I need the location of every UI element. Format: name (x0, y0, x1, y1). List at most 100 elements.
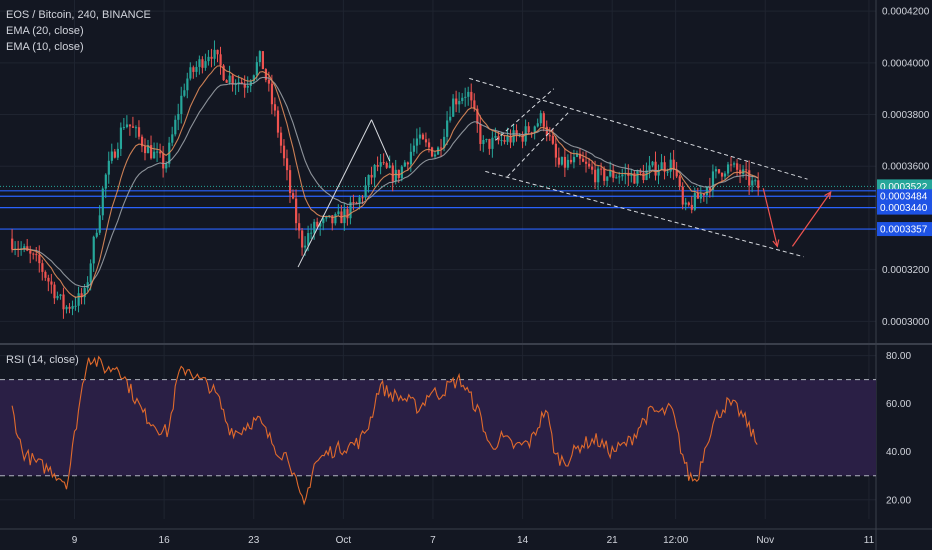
candle-body (270, 83, 274, 105)
time-tick-label: 12:00 (663, 535, 688, 546)
time-tick-label: Oct (336, 535, 352, 546)
candle-body (636, 170, 639, 184)
rsi-tick-label: 20.00 (886, 495, 911, 506)
candle-body (494, 136, 497, 138)
candle-body (101, 188, 104, 216)
candle-body (189, 67, 192, 79)
candle-body (337, 211, 340, 215)
candle-body (355, 202, 358, 204)
time-tick-label: 16 (159, 535, 171, 546)
candle-body (509, 135, 512, 143)
candle-body (50, 281, 53, 285)
candle-body (591, 166, 594, 170)
candle-body (255, 62, 258, 76)
candle-body (609, 170, 612, 177)
candle-body (690, 204, 693, 210)
candle-body (128, 124, 132, 127)
candle-body (440, 147, 443, 149)
candle-body (264, 69, 268, 80)
candle-body (62, 294, 65, 310)
candle-body (639, 170, 642, 173)
candle-body (11, 238, 14, 250)
candle-body (98, 215, 101, 233)
candle-body (455, 98, 458, 105)
candle-body (566, 159, 570, 168)
candle-body (575, 153, 579, 157)
candle-body (388, 165, 391, 168)
candle-body (485, 139, 488, 141)
tag-background (877, 189, 932, 204)
rsi-tick-label: 40.00 (886, 447, 911, 458)
rsi-line (11, 355, 758, 506)
candle-body (394, 169, 397, 182)
candle-body (418, 134, 422, 139)
candle-body (74, 305, 77, 307)
tag-label: 0.0003440 (880, 203, 928, 214)
candle-body (225, 80, 228, 83)
candle-body (720, 172, 724, 177)
candle-body (464, 96, 467, 98)
candle-body (666, 171, 669, 173)
candle-body (527, 126, 530, 133)
candle-body (708, 187, 712, 191)
candle-body (346, 209, 349, 219)
candle-body (319, 223, 322, 227)
candle-body (600, 168, 603, 170)
candle-body (723, 173, 727, 177)
candle-body (563, 156, 567, 168)
candle-body (603, 168, 606, 181)
time-tick-label: 7 (430, 535, 436, 546)
candle-body (140, 136, 144, 147)
candle-body (174, 119, 177, 135)
arrow-shaft (762, 188, 778, 247)
candle-body (642, 172, 645, 181)
candle-body (279, 132, 283, 146)
channel-lower-line (485, 170, 804, 258)
candle-body (452, 98, 455, 117)
candle-body (86, 282, 89, 289)
candle-body (83, 288, 86, 298)
candle-body (307, 233, 310, 246)
channel-upper-line (469, 77, 808, 180)
time-tick-label: 14 (517, 535, 529, 546)
candle-body (391, 165, 394, 182)
candle-body (65, 306, 68, 310)
time-tick-label: 21 (607, 535, 619, 546)
candles (11, 40, 760, 319)
candle-body (276, 110, 280, 133)
candle-body (654, 161, 657, 176)
candle-body (150, 145, 153, 159)
candle-body (222, 65, 225, 81)
candle-body (171, 134, 174, 143)
candle-body (334, 214, 337, 224)
candle-body (687, 202, 690, 205)
candle-body (615, 177, 618, 179)
candle-body (660, 162, 663, 171)
candle-body (44, 271, 47, 278)
candle-body (717, 169, 721, 173)
candle-body (657, 170, 660, 176)
candle-body (258, 51, 261, 63)
candle-body (500, 140, 503, 142)
candle-body (35, 254, 38, 256)
candle-body (68, 306, 71, 309)
candle-body (361, 197, 364, 199)
channel-lower-line (507, 111, 570, 177)
candle-body (53, 284, 56, 299)
candle-body (533, 126, 536, 133)
candle-body (192, 67, 195, 72)
candle-body (412, 145, 416, 152)
candle-body (521, 134, 524, 142)
arrow-head (772, 239, 780, 248)
candle-body (119, 127, 123, 149)
candle-body (621, 174, 624, 177)
legend-ema10: EMA (10, close) (6, 41, 84, 53)
candle-body (89, 263, 92, 283)
candle-body (110, 151, 113, 161)
candle-body (427, 142, 431, 148)
candle-body (433, 154, 437, 157)
candle-body (379, 162, 382, 167)
candle-body (38, 254, 41, 264)
trendline (297, 119, 372, 268)
